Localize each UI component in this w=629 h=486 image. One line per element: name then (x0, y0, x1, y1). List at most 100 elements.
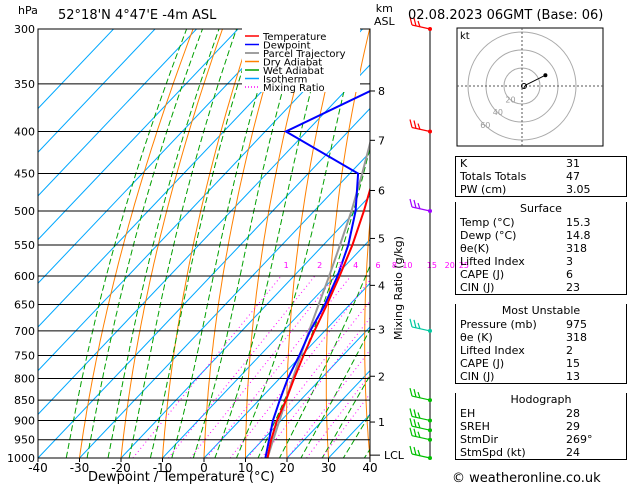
row-label: StmDir (460, 433, 499, 446)
table-row: Lifted Index 2 (456, 344, 626, 357)
row-value: 15.3 (566, 216, 591, 229)
x-tick-label: 0 (200, 461, 208, 475)
table-row: CIN (J) 23 (456, 281, 626, 294)
wind-barb-feather (413, 120, 417, 129)
surface-table: Surface Temp (°C) 15.3 Dewp (°C) 14.8 θe(K) 31… (455, 202, 627, 295)
mixing-ratio-tick-label: 25 (459, 261, 469, 270)
km-tick-label: 1 (378, 416, 385, 429)
wind-barb-feather (417, 202, 421, 210)
wind-barb (409, 119, 432, 134)
mixing-ratio-axis-label: Mixing Ratio (g/kg) (392, 236, 405, 340)
plot-area (38, 29, 370, 458)
pressure-tick-label: 900 (14, 414, 35, 427)
parcel-trajectory (266, 139, 370, 458)
km-tick-label: 6 (378, 184, 385, 197)
row-label: θe (K) (460, 331, 493, 344)
wind-barb (409, 198, 432, 214)
wind-barb-dot (428, 328, 432, 333)
row-value: 47 (566, 170, 580, 183)
table-row: Lifted Index 3 (456, 255, 626, 268)
wind-barb-feather (417, 20, 421, 28)
wind-barb-shaft (411, 326, 431, 332)
table-row: Temp (°C) 15.3 (456, 216, 626, 229)
height-unit-label: km ASL (374, 2, 395, 28)
wind-barb-feather (413, 199, 417, 209)
wind-barb-dot (428, 27, 432, 31)
hodograph-ring-label: 20 (505, 96, 515, 105)
lcl-label: LCL (384, 449, 405, 462)
isotherm-line (38, 29, 239, 241)
hodograph-storm-motion (521, 83, 527, 89)
km-tick-label: 7 (378, 134, 385, 147)
wind-barb (409, 445, 432, 460)
wind-barb (409, 16, 432, 31)
row-value: 14.8 (566, 229, 591, 242)
wind-barb-feather (417, 391, 421, 399)
hodograph-ring-label: 40 (493, 108, 503, 117)
legend-label: Dry Adiabat (263, 58, 322, 69)
pressure-tick-label: 650 (14, 299, 35, 312)
wind-barb-feather (417, 449, 421, 457)
wet-adiabat-line (192, 29, 301, 458)
table-row: PW (cm) 3.05 (456, 183, 626, 196)
row-label: CAPE (J) (460, 357, 505, 370)
x-tick-label: 20 (279, 461, 294, 475)
dry-adiabat-line (364, 215, 370, 458)
row-label: CIN (J) (460, 281, 495, 294)
row-value: 269° (566, 433, 593, 446)
legend-label: Mixing Ratio (263, 83, 325, 94)
mixing-ratio-line (287, 349, 370, 458)
isotherm-line (38, 29, 156, 153)
row-label: Temp (°C) (460, 216, 515, 229)
x-tick-label: 30 (321, 461, 336, 475)
wind-barb-feather (413, 409, 417, 418)
hodograph-trace (523, 74, 546, 89)
hodograph-unit-label: kt (460, 31, 470, 42)
wind-barb-feather (413, 446, 417, 456)
wind-barb (409, 427, 432, 442)
x-tick-label: -40 (28, 461, 48, 475)
isotherm-line (38, 29, 115, 110)
wind-barb-feather (413, 17, 417, 27)
table-row: StmSpd (kt) 24 (456, 446, 626, 459)
wind-barb-feather (413, 428, 417, 437)
table-row: Totals Totals 47 (456, 170, 626, 183)
pressure-tick-label: 450 (14, 167, 35, 180)
wind-barb-feather (409, 119, 413, 128)
wind-barb-feather (413, 419, 417, 428)
isotherm-line (38, 29, 198, 197)
credit-text: © weatheronline.co.uk (452, 471, 601, 486)
wind-barb (409, 408, 432, 423)
table-row: StmDir 269° (456, 433, 626, 446)
wind-barb (409, 418, 432, 433)
wet-adiabat-line (321, 374, 370, 458)
mixing-ratio-tick-label: 2 (317, 261, 322, 270)
height-unit-asl: ASL (374, 15, 395, 28)
hodograph-table: Hodograph EH 28 SREH 29 StmDir 269° StmSpd (kt)… (455, 393, 627, 460)
wind-barb-feather (409, 445, 413, 455)
wind-barb-feather (409, 408, 413, 417)
mixing-ratio-tick-label: 1 (284, 261, 289, 270)
height-unit-km: km (375, 2, 393, 15)
isotherm-line (286, 369, 370, 458)
pressure-tick-label: 500 (14, 205, 35, 218)
wind-barb-dot (428, 437, 432, 442)
temperature-profile (266, 186, 370, 458)
wet-adiabat-line (65, 29, 188, 458)
wind-barb-feather (417, 412, 421, 419)
wind-barb-feather (413, 319, 417, 329)
table-row: θe (K) 318 (456, 331, 626, 344)
table-row: CIN (J) 13 (456, 370, 626, 383)
km-tick-label: 2 (378, 370, 385, 383)
wind-barb (409, 318, 432, 333)
wind-barb-feather (417, 123, 421, 130)
row-label: θe(K) (460, 242, 490, 255)
wind-barb-dot (428, 428, 432, 433)
sounding-datetime: 02.08.2023 06GMT (Base: 06) (408, 8, 604, 23)
wind-barb (409, 387, 432, 403)
wet-adiabat-line (342, 413, 370, 458)
table-row: Dewp (°C) 14.8 (456, 229, 626, 242)
mixing-ratio-tick-label: 8 (392, 261, 397, 270)
wind-barb-dot (428, 418, 432, 423)
wind-barb-feather (413, 388, 417, 398)
